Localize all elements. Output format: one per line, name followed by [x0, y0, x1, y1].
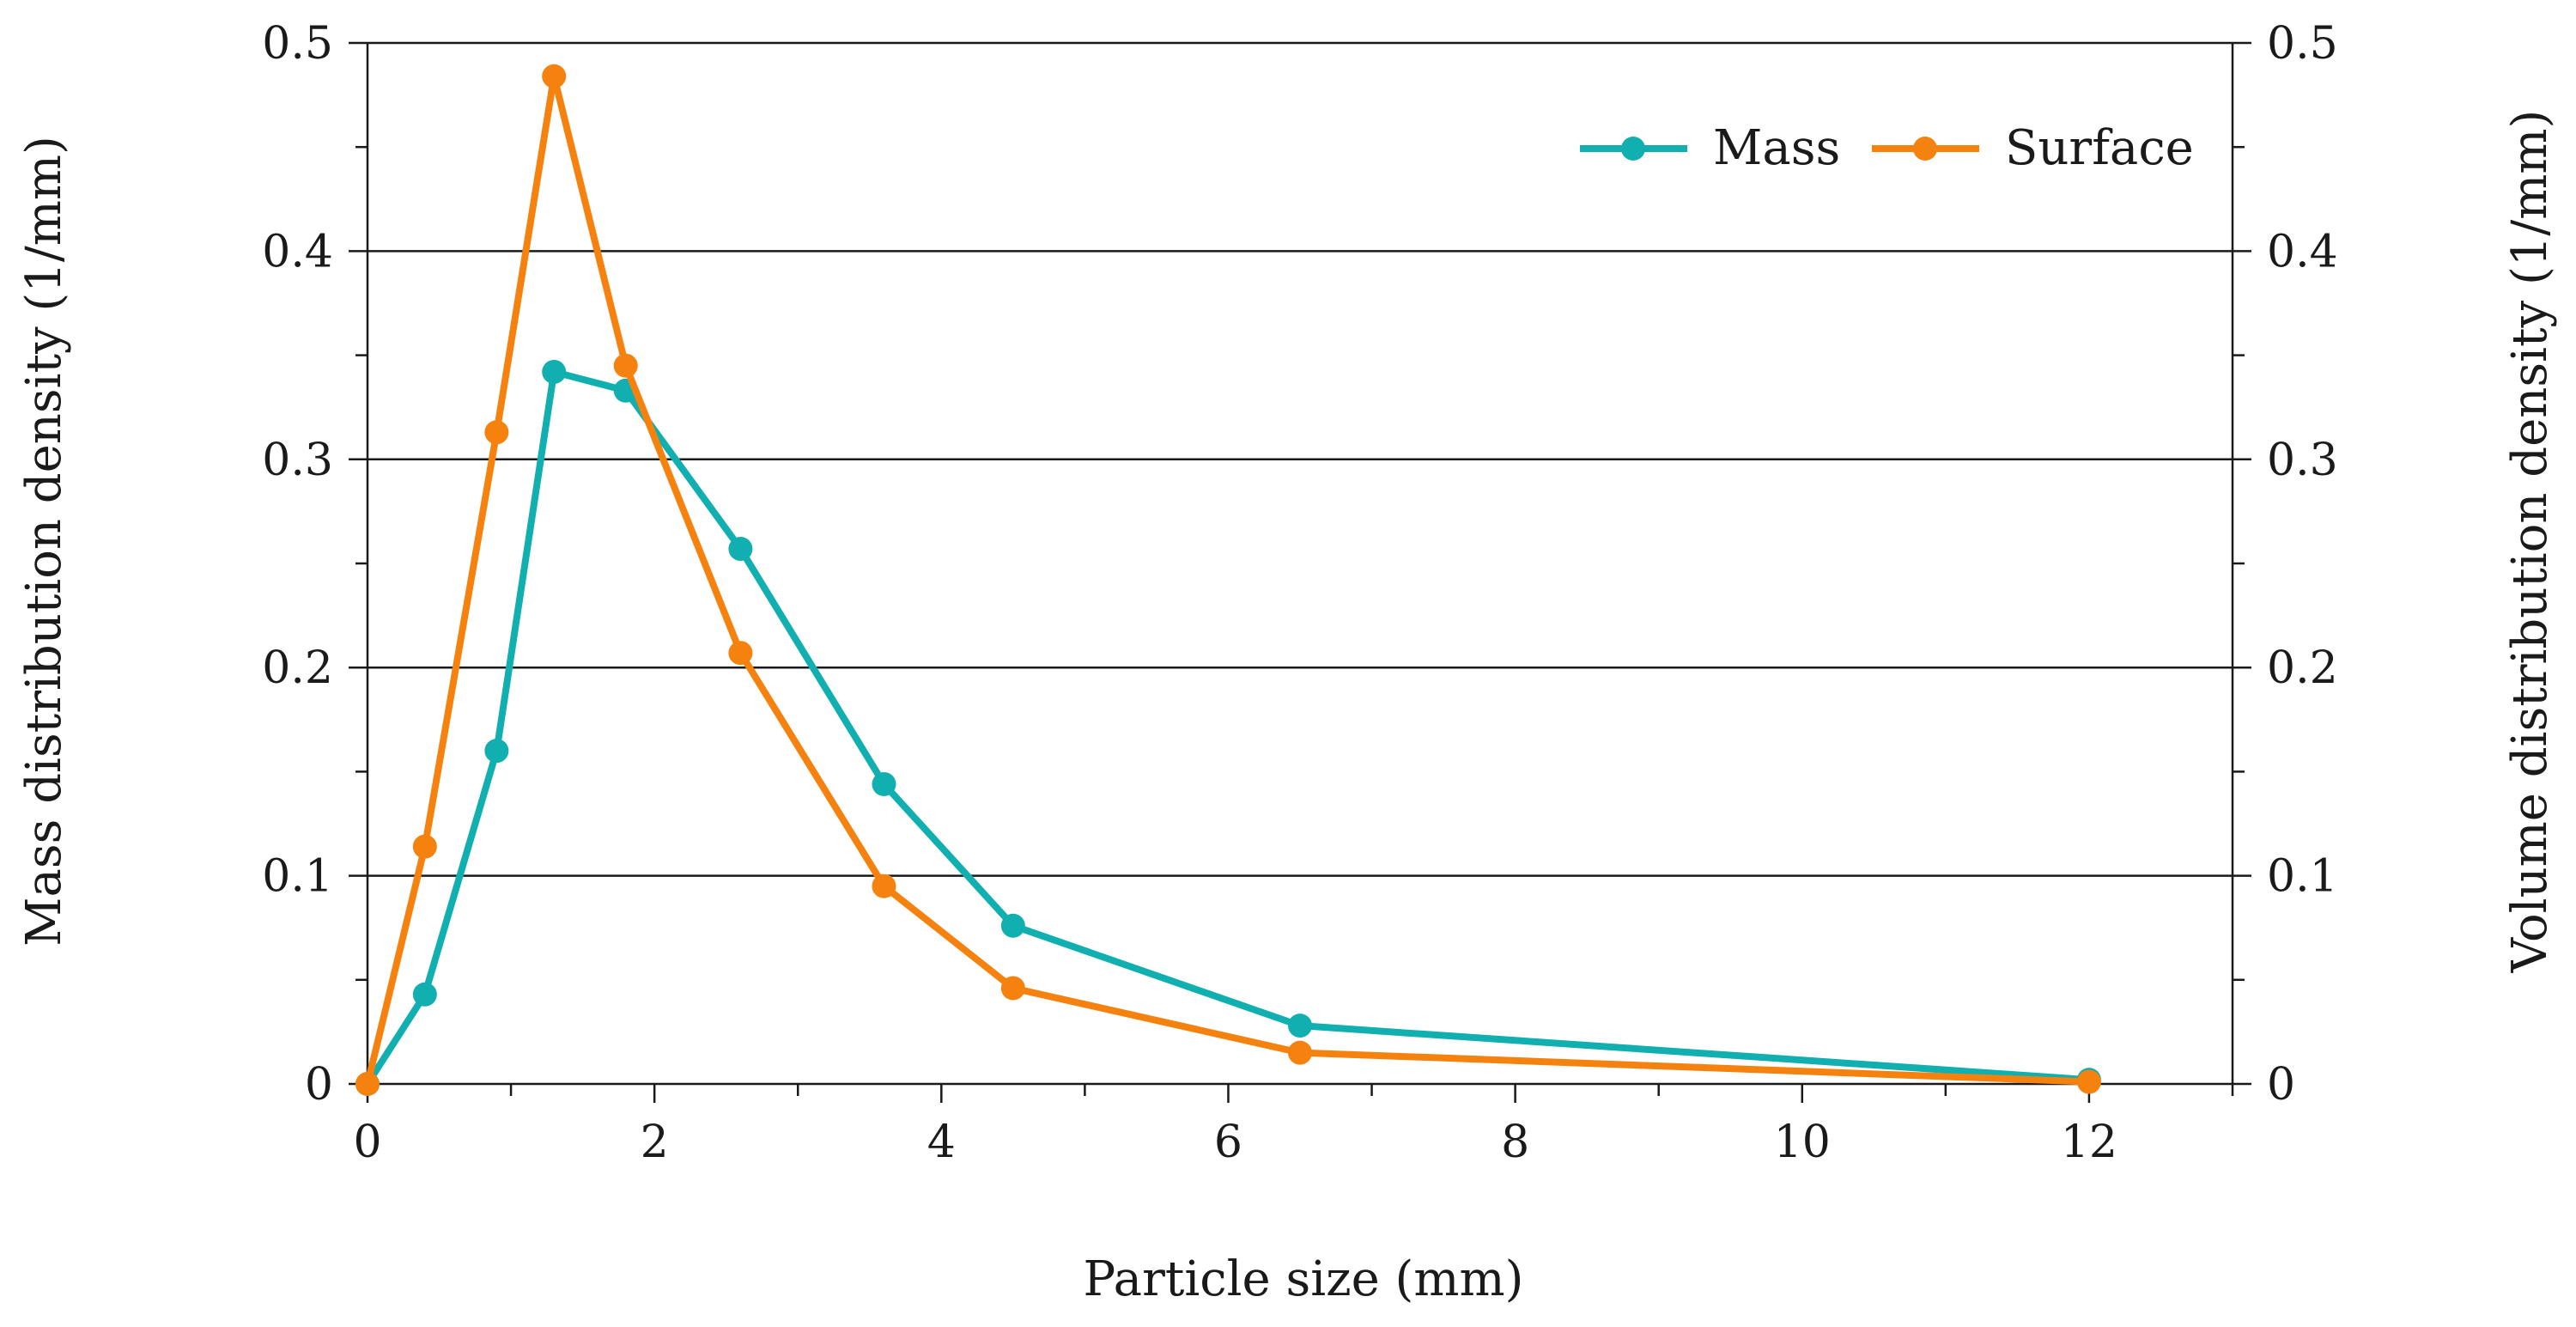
series-group — [355, 64, 2101, 1096]
data-point-surface — [728, 641, 753, 666]
x-tick-label: 8 — [1501, 1117, 1529, 1168]
grid-lines — [368, 41, 2233, 877]
data-point-mass — [412, 982, 437, 1007]
y-tick-label: 0.5 — [262, 18, 333, 70]
data-point-mass — [872, 771, 896, 796]
data-point-mass — [542, 359, 567, 384]
x-tick-label: 12 — [2061, 1117, 2117, 1168]
y-tick-label: 0 — [305, 1059, 333, 1111]
series-line-surface — [364, 72, 2090, 1086]
legend: Mass Surface — [1580, 120, 2194, 176]
series-line-mass — [364, 368, 2090, 1087]
y2-tick-label: 0.3 — [2267, 435, 2338, 486]
data-point-mass — [728, 537, 753, 562]
data-point-mass — [1288, 1014, 1312, 1038]
legend-mass-marker — [1621, 137, 1645, 161]
data-point-surface — [613, 353, 638, 378]
x-tick-label: 6 — [1214, 1117, 1242, 1168]
x-tick-label: 10 — [1774, 1117, 1831, 1168]
y-axis-title: Mass distribution density (1/mm) — [16, 136, 72, 947]
y-tick-label: 0.1 — [262, 851, 333, 903]
y-tick-label: 0.2 — [262, 642, 333, 694]
tick-labels: 0 00.1 0.10.2 0.20.3 0.30.4 0.40.5 0.50 2 4 6 8 10 1… — [262, 18, 2337, 1168]
y2-axis-title: Volume distribution density (1/mm) — [2502, 110, 2558, 974]
y2-tick-label: 0.5 — [2267, 18, 2338, 70]
legend-surface-marker — [1913, 137, 1937, 161]
data-point-surface — [542, 64, 567, 88]
data-point-surface — [412, 834, 437, 859]
axes — [349, 41, 2251, 1103]
data-point-surface — [484, 420, 509, 445]
y-tick-label: 0.3 — [262, 435, 333, 486]
data-point-surface — [1000, 976, 1025, 1001]
y2-tick-label: 0.2 — [2267, 642, 2338, 694]
x-tick-label: 4 — [927, 1117, 956, 1168]
y2-tick-label: 0.1 — [2267, 851, 2338, 903]
y-tick-label: 0.4 — [262, 226, 333, 277]
data-point-surface — [1288, 1040, 1312, 1065]
data-point-surface — [2076, 1069, 2101, 1094]
y2-tick-label: 0.4 — [2267, 226, 2338, 277]
data-point-mass — [1000, 913, 1025, 938]
data-point-mass — [484, 739, 509, 764]
x-tick-label: 0 — [353, 1117, 381, 1168]
y2-tick-label: 0 — [2267, 1059, 2295, 1111]
x-axis-title: Particle size (mm) — [1084, 1251, 1524, 1307]
x-tick-label: 2 — [641, 1117, 669, 1168]
data-point-surface — [355, 1072, 380, 1096]
data-point-surface — [872, 874, 896, 898]
legend-surface-label: Surface — [2005, 120, 2194, 176]
legend-mass-label: Mass — [1713, 120, 1840, 176]
